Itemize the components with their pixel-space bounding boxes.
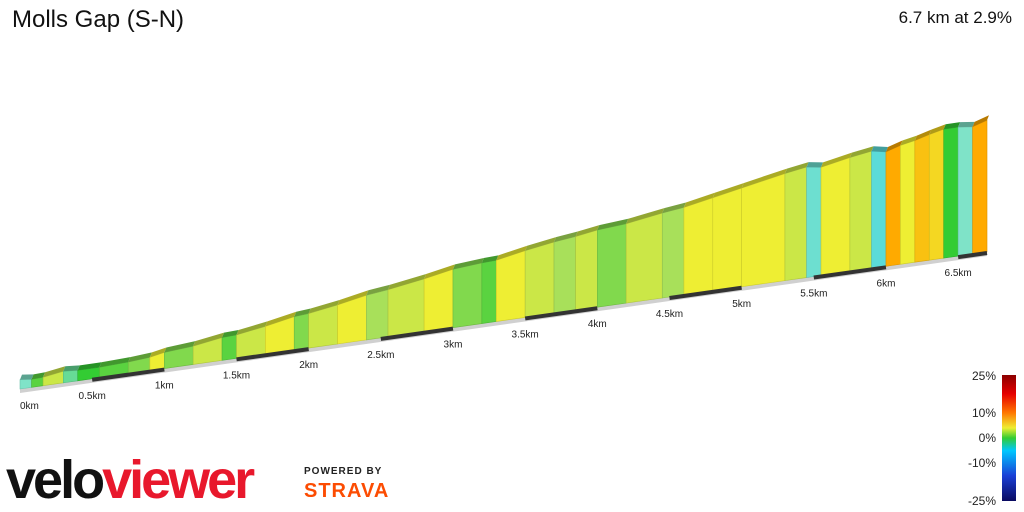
gradient-segment-top	[929, 124, 946, 135]
gradient-segment-top	[149, 347, 167, 358]
gradient-segment-top	[849, 146, 874, 158]
legend-label: 10%	[972, 406, 996, 420]
x-tick-label: 5km	[732, 299, 751, 310]
gradient-segment-top	[63, 365, 80, 372]
legend-label: -10%	[968, 456, 996, 470]
gradient-segment-top	[366, 284, 391, 296]
gradient-segment-top	[626, 208, 665, 224]
km-band	[236, 347, 309, 362]
veloviewer-logo: veloviewer POWERED BY STRAVA	[6, 452, 426, 508]
km-band	[524, 306, 598, 321]
x-tick-label: 3km	[444, 340, 463, 351]
gradient-segment-top	[236, 321, 268, 335]
gradient-segment-top	[972, 115, 989, 127]
gradient-segment-top	[20, 374, 34, 380]
gradient-segment-top	[662, 202, 686, 214]
gradient-segment-top	[525, 237, 557, 251]
gradient-segment-top	[265, 311, 297, 327]
gradient-segment-top	[496, 245, 528, 261]
gradient-segment-top	[575, 225, 600, 237]
gradient-segment-top	[31, 372, 46, 380]
gradient-segment-top	[337, 290, 369, 305]
gradient-segment-top	[821, 152, 852, 168]
gradient-segment-top	[806, 162, 824, 168]
km-band	[380, 326, 454, 341]
x-tick-label: 4km	[588, 319, 607, 330]
gradient-segment-top	[597, 218, 629, 231]
km-band	[91, 367, 165, 382]
climb-summary: 6.7 km at 2.9%	[898, 8, 1012, 27]
x-tick-label: 6km	[877, 278, 896, 289]
gradient-segment-top	[885, 140, 903, 152]
gradient-segment-top	[164, 341, 196, 353]
gradient-segment-top	[193, 332, 225, 347]
x-tick-label: 3.5km	[512, 329, 539, 340]
gradient-segment-top	[712, 183, 744, 198]
gradient-segment-top	[294, 308, 311, 317]
gradient-segment-top	[900, 135, 917, 146]
km-band	[669, 285, 742, 300]
legend-label: -25%	[968, 494, 996, 508]
gradient-segment-top	[958, 121, 975, 128]
gradient-segment-top	[554, 231, 578, 243]
x-tick-label: 2km	[299, 360, 318, 371]
gradient-segment-top	[683, 192, 715, 208]
gradient-segment-top	[741, 168, 787, 189]
powered-by-label: POWERED BY	[304, 466, 383, 477]
x-tick-label: 0km	[20, 401, 39, 412]
gradient-segment-top	[452, 257, 484, 270]
gradient-segment-top	[481, 255, 499, 263]
logo-part-velo: velo	[6, 450, 105, 510]
gradient-segment-top	[943, 122, 961, 130]
legend-label: 25%	[972, 369, 996, 383]
gradient-segment-top	[222, 329, 239, 338]
chart-title: Molls Gap (S-N)	[12, 6, 185, 33]
gradient-segment-top	[77, 362, 102, 371]
km-band	[957, 251, 988, 260]
gradient-segment-top	[914, 129, 932, 141]
x-tick-label: 2.5km	[367, 350, 394, 361]
gradient-segment-top	[308, 299, 340, 314]
gradient-segment-top	[424, 264, 455, 280]
legend-label: 0%	[979, 431, 997, 445]
legend-color-bar	[1002, 375, 1016, 501]
x-tick-label: 1.5km	[223, 370, 250, 381]
gradient-segments	[19, 115, 989, 390]
gradient-segment-top	[99, 357, 131, 368]
x-tick-label: 5.5km	[800, 289, 827, 300]
logo-part-viewer: viewer	[102, 450, 255, 510]
gradient-segment-top	[43, 366, 66, 378]
legend-labels: 25% 10% 0% -10% -25%	[968, 369, 996, 508]
gradient-segment-top	[388, 274, 427, 290]
distance-ticks: 0km 0.5km 1km 1.5km 2km 2.5km 3km 3.5km 4km 4.5km…	[20, 251, 988, 412]
gradient-segment-top	[128, 352, 152, 363]
x-tick-label: 6.5km	[945, 268, 972, 279]
km-band	[813, 265, 887, 280]
gradient-segment-top	[784, 162, 809, 174]
x-tick-label: 4.5km	[656, 309, 683, 320]
gradient-segment-top	[871, 146, 888, 152]
strava-logo: STRAVA	[304, 480, 390, 502]
x-tick-label: 1km	[155, 381, 174, 392]
x-tick-label: 0.5km	[79, 391, 106, 402]
